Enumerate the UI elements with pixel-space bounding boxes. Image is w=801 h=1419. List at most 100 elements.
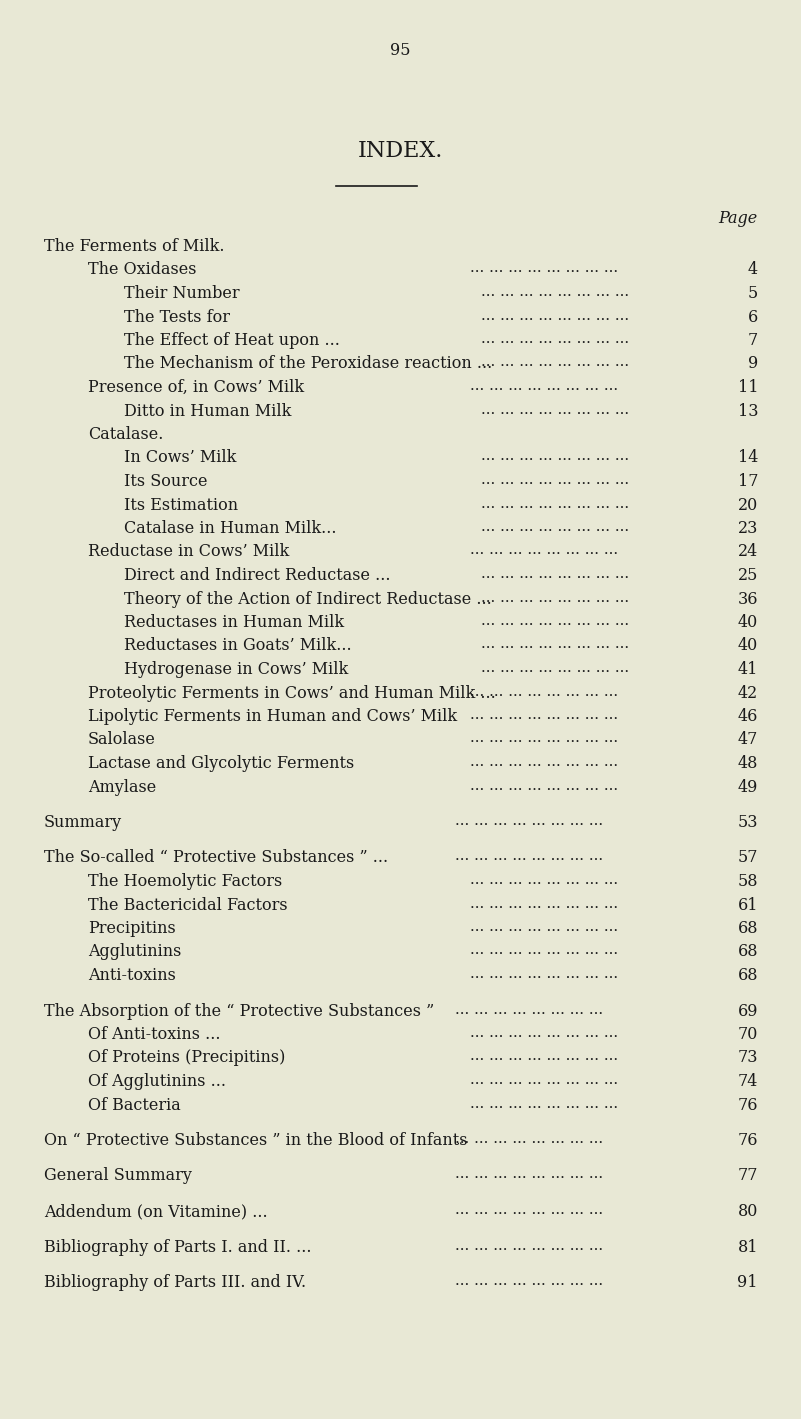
Text: ... ... ... ... ... ... ... ...: ... ... ... ... ... ... ... ...	[481, 403, 629, 417]
Text: 68: 68	[738, 966, 758, 983]
Text: 77: 77	[738, 1168, 758, 1185]
Text: 81: 81	[738, 1239, 758, 1256]
Text: Reductase in Cows’ Milk: Reductase in Cows’ Milk	[88, 543, 289, 561]
Text: 47: 47	[738, 732, 758, 748]
Text: Bibliography of Parts III. and IV.: Bibliography of Parts III. and IV.	[44, 1274, 306, 1291]
Text: ... ... ... ... ... ... ... ...: ... ... ... ... ... ... ... ...	[469, 684, 618, 698]
Text: 76: 76	[738, 1097, 758, 1114]
Text: ... ... ... ... ... ... ... ...: ... ... ... ... ... ... ... ...	[469, 873, 618, 887]
Text: ... ... ... ... ... ... ... ...: ... ... ... ... ... ... ... ...	[469, 1073, 618, 1087]
Text: 20: 20	[738, 497, 758, 514]
Text: General Summary: General Summary	[44, 1168, 192, 1185]
Text: ... ... ... ... ... ... ... ...: ... ... ... ... ... ... ... ...	[456, 1274, 604, 1288]
Text: Amylase: Amylase	[88, 779, 156, 796]
Text: ... ... ... ... ... ... ... ...: ... ... ... ... ... ... ... ...	[481, 590, 629, 604]
Text: 25: 25	[738, 568, 758, 585]
Text: 40: 40	[738, 614, 758, 631]
Text: Lipolytic Ferments in Human and Cows’ Milk: Lipolytic Ferments in Human and Cows’ Mi…	[88, 708, 457, 725]
Text: Addendum (on Vitamine) ...: Addendum (on Vitamine) ...	[44, 1203, 268, 1220]
Text: Reductases in Goats’ Milk...: Reductases in Goats’ Milk...	[124, 637, 352, 654]
Text: ... ... ... ... ... ... ... ...: ... ... ... ... ... ... ... ...	[469, 920, 618, 934]
Text: The Ferments of Milk.: The Ferments of Milk.	[44, 238, 224, 255]
Text: ... ... ... ... ... ... ... ...: ... ... ... ... ... ... ... ...	[481, 356, 629, 369]
Text: 73: 73	[738, 1050, 758, 1067]
Text: ... ... ... ... ... ... ... ...: ... ... ... ... ... ... ... ...	[456, 1132, 604, 1147]
Text: 49: 49	[738, 779, 758, 796]
Text: 13: 13	[738, 403, 758, 420]
Text: The Tests for: The Tests for	[124, 308, 230, 325]
Text: Of Bacteria: Of Bacteria	[88, 1097, 181, 1114]
Text: 17: 17	[738, 473, 758, 490]
Text: Its Source: Its Source	[124, 473, 207, 490]
Text: Lactase and Glycolytic Ferments: Lactase and Glycolytic Ferments	[88, 755, 354, 772]
Text: Summary: Summary	[44, 815, 122, 832]
Text: ... ... ... ... ... ... ... ...: ... ... ... ... ... ... ... ...	[456, 850, 604, 864]
Text: ... ... ... ... ... ... ... ...: ... ... ... ... ... ... ... ...	[469, 1050, 618, 1063]
Text: Direct and Indirect Reductase ...: Direct and Indirect Reductase ...	[124, 568, 391, 585]
Text: Bibliography of Parts I. and II. ...: Bibliography of Parts I. and II. ...	[44, 1239, 312, 1256]
Text: The Bactericidal Factors: The Bactericidal Factors	[88, 897, 288, 914]
Text: 95: 95	[390, 43, 411, 60]
Text: Of Proteins (Precipitins): Of Proteins (Precipitins)	[88, 1050, 285, 1067]
Text: 70: 70	[738, 1026, 758, 1043]
Text: Catalase in Human Milk...: Catalase in Human Milk...	[124, 519, 336, 536]
Text: ... ... ... ... ... ... ... ...: ... ... ... ... ... ... ... ...	[456, 1168, 604, 1182]
Text: ... ... ... ... ... ... ... ...: ... ... ... ... ... ... ... ...	[456, 1203, 604, 1218]
Text: ... ... ... ... ... ... ... ...: ... ... ... ... ... ... ... ...	[456, 1239, 604, 1253]
Text: ... ... ... ... ... ... ... ...: ... ... ... ... ... ... ... ...	[469, 779, 618, 792]
Text: 11: 11	[738, 379, 758, 396]
Text: 7: 7	[748, 332, 758, 349]
Text: Anti-toxins: Anti-toxins	[88, 966, 176, 983]
Text: 9: 9	[748, 356, 758, 373]
Text: Ditto in Human Milk: Ditto in Human Milk	[124, 403, 292, 420]
Text: Agglutinins: Agglutinins	[88, 944, 181, 961]
Text: Of Anti-toxins ...: Of Anti-toxins ...	[88, 1026, 220, 1043]
Text: 23: 23	[738, 519, 758, 536]
Text: ... ... ... ... ... ... ... ...: ... ... ... ... ... ... ... ...	[481, 332, 629, 346]
Text: ... ... ... ... ... ... ... ...: ... ... ... ... ... ... ... ...	[481, 637, 629, 651]
Text: ... ... ... ... ... ... ... ...: ... ... ... ... ... ... ... ...	[469, 732, 618, 745]
Text: 48: 48	[738, 755, 758, 772]
Text: ... ... ... ... ... ... ... ...: ... ... ... ... ... ... ... ...	[469, 379, 618, 393]
Text: In Cows’ Milk: In Cows’ Milk	[124, 450, 236, 467]
Text: 76: 76	[738, 1132, 758, 1149]
Text: ... ... ... ... ... ... ... ...: ... ... ... ... ... ... ... ...	[469, 708, 618, 722]
Text: Salolase: Salolase	[88, 732, 156, 748]
Text: 41: 41	[738, 661, 758, 678]
Text: 14: 14	[738, 450, 758, 467]
Text: ... ... ... ... ... ... ... ...: ... ... ... ... ... ... ... ...	[469, 543, 618, 558]
Text: Of Agglutinins ...: Of Agglutinins ...	[88, 1073, 226, 1090]
Text: 69: 69	[738, 1002, 758, 1019]
Text: 46: 46	[738, 708, 758, 725]
Text: 5: 5	[748, 285, 758, 302]
Text: ... ... ... ... ... ... ... ...: ... ... ... ... ... ... ... ...	[481, 308, 629, 322]
Text: 6: 6	[748, 308, 758, 325]
Text: 80: 80	[738, 1203, 758, 1220]
Text: ... ... ... ... ... ... ... ...: ... ... ... ... ... ... ... ...	[481, 285, 629, 299]
Text: ... ... ... ... ... ... ... ...: ... ... ... ... ... ... ... ...	[469, 755, 618, 769]
Text: Presence of, in Cows’ Milk: Presence of, in Cows’ Milk	[88, 379, 304, 396]
Text: The Oxidases: The Oxidases	[88, 261, 196, 278]
Text: Catalase.: Catalase.	[88, 426, 163, 443]
Text: ... ... ... ... ... ... ... ...: ... ... ... ... ... ... ... ...	[481, 568, 629, 580]
Text: Page: Page	[718, 210, 758, 227]
Text: ... ... ... ... ... ... ... ...: ... ... ... ... ... ... ... ...	[469, 1026, 618, 1040]
Text: ... ... ... ... ... ... ... ...: ... ... ... ... ... ... ... ...	[469, 261, 618, 275]
Text: On “ Protective Substances ” in the Blood of Infants: On “ Protective Substances ” in the Bloo…	[44, 1132, 468, 1149]
Text: Proteolytic Ferments in Cows’ and Human Milk ...: Proteolytic Ferments in Cows’ and Human …	[88, 684, 496, 701]
Text: 61: 61	[738, 897, 758, 914]
Text: Reductases in Human Milk: Reductases in Human Milk	[124, 614, 344, 631]
Text: 68: 68	[738, 944, 758, 961]
Text: ... ... ... ... ... ... ... ...: ... ... ... ... ... ... ... ...	[456, 1002, 604, 1016]
Text: The Effect of Heat upon ...: The Effect of Heat upon ...	[124, 332, 340, 349]
Text: ... ... ... ... ... ... ... ...: ... ... ... ... ... ... ... ...	[481, 473, 629, 487]
Text: 68: 68	[738, 920, 758, 937]
Text: Theory of the Action of Indirect Reductase ...: Theory of the Action of Indirect Reducta…	[124, 590, 492, 607]
Text: 24: 24	[738, 543, 758, 561]
Text: Precipitins: Precipitins	[88, 920, 175, 937]
Text: 4: 4	[748, 261, 758, 278]
Text: 53: 53	[738, 815, 758, 832]
Text: The Absorption of the “ Protective Substances ”: The Absorption of the “ Protective Subst…	[44, 1002, 434, 1019]
Text: ... ... ... ... ... ... ... ...: ... ... ... ... ... ... ... ...	[481, 519, 629, 534]
Text: 57: 57	[738, 850, 758, 867]
